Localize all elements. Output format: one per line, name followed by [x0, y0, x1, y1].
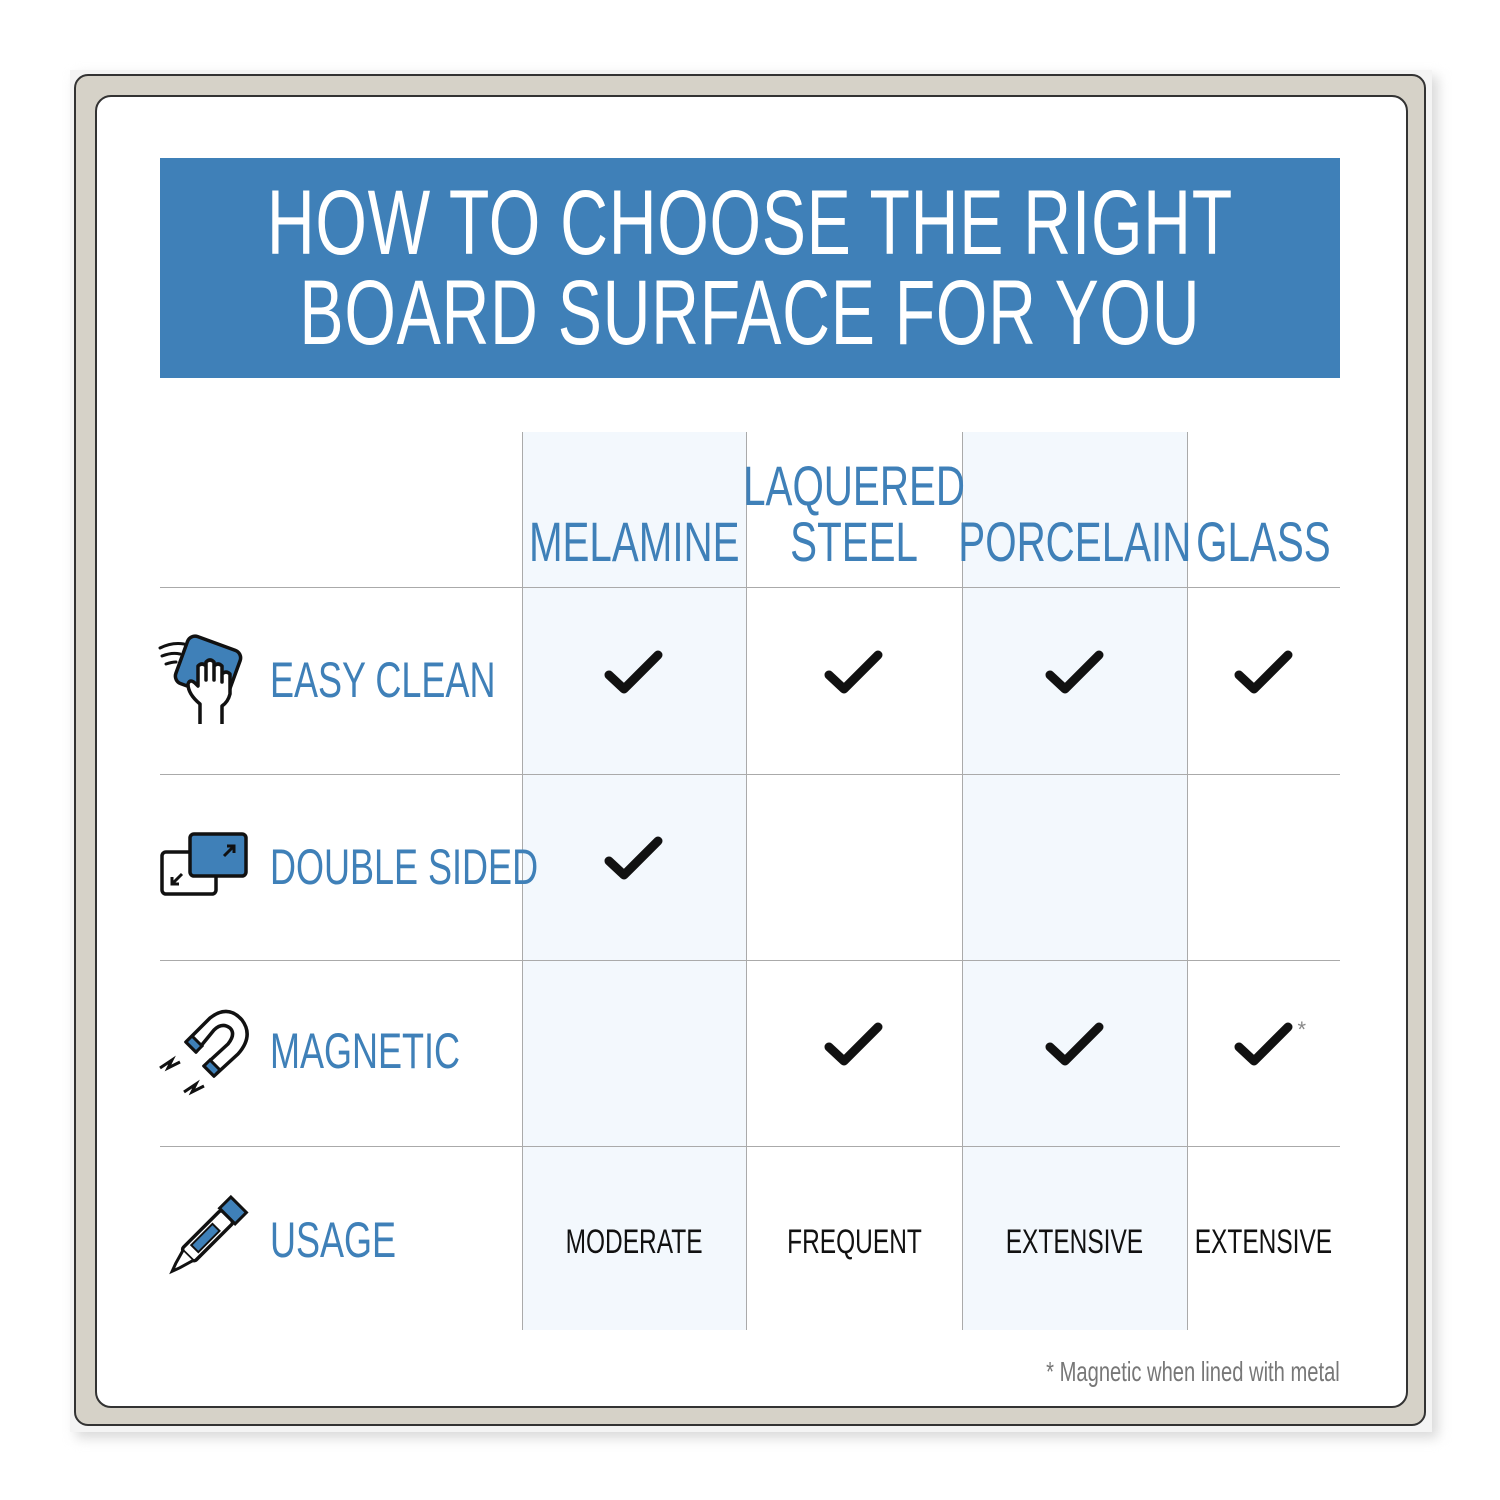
melamine-column-shade: [522, 432, 746, 1330]
row-label-usage: USAGE: [270, 1212, 397, 1268]
table-cell: EXTENSIVE: [1187, 1150, 1340, 1334]
usage-value: FREQUENT: [786, 1222, 922, 1261]
divider: [160, 1146, 1340, 1147]
usage-value: EXTENSIVE: [1194, 1222, 1333, 1261]
row-label-magnetic: MAGNETIC: [270, 1023, 461, 1079]
title-line-2: BOARD SURFACE FOR YOU: [299, 262, 1201, 364]
check-icon: [604, 836, 663, 880]
divider: [160, 587, 1340, 588]
footnote: * Magnetic when lined with metal: [1046, 1356, 1340, 1387]
row-label-easy-clean: EASY CLEAN: [270, 652, 496, 708]
check-icon: [824, 650, 883, 693]
table-cell: FREQUENT: [746, 1150, 962, 1334]
table-cell: [746, 952, 962, 1138]
magnet-icon: [159, 1009, 249, 1096]
table-cell: [746, 579, 962, 766]
table-cell: [962, 766, 1187, 952]
usage-value: MODERATE: [565, 1222, 703, 1261]
table-cell: [962, 952, 1187, 1138]
table-cell: [746, 766, 962, 952]
title-line-1: HOW TO CHOOSE THE RIGHT: [266, 172, 1234, 274]
marker-icon: [169, 1194, 249, 1275]
check-icon: [1234, 650, 1292, 693]
column-header-glass: GLASS: [1196, 510, 1331, 573]
divider: [746, 432, 747, 1330]
column-header-laquered-steel: LAQUERED STEEL: [743, 454, 965, 573]
divider: [522, 432, 523, 1330]
table-cell: [522, 579, 746, 766]
table-cell: MODERATE: [522, 1150, 746, 1334]
check-icon: [604, 650, 663, 693]
table-cell: [522, 766, 746, 952]
table-cell: [962, 579, 1187, 766]
table-cell: [522, 952, 746, 1138]
porcelain-column-shade: [962, 432, 1187, 1330]
double-sided-icon: [160, 832, 248, 896]
usage-value: EXTENSIVE: [1005, 1222, 1144, 1261]
asterisk: *: [1297, 1017, 1307, 1042]
table-cell: *: [1187, 952, 1340, 1138]
column-header-melamine: MELAMINE: [528, 510, 740, 573]
table-cell: EXTENSIVE: [962, 1150, 1187, 1334]
check-icon: [1234, 1022, 1292, 1066]
row-label-double-sided: DOUBLE SIDED: [270, 839, 539, 895]
column-header-porcelain: PORCELAIN: [957, 510, 1192, 573]
divider: [160, 774, 1340, 775]
divider: [1187, 432, 1188, 1330]
divider: [962, 432, 963, 1330]
title-banner: HOW TO CHOOSE THE RIGHT BOARD SURFACE FO…: [160, 158, 1340, 378]
check-icon: [1045, 650, 1103, 693]
page-title: HOW TO CHOOSE THE RIGHT BOARD SURFACE FO…: [266, 172, 1234, 364]
table-cell: [1187, 579, 1340, 766]
check-icon: [1045, 1022, 1103, 1066]
check-icon: [824, 1022, 883, 1066]
divider: [160, 960, 1340, 961]
hand-wipe-icon: [158, 634, 243, 724]
table-cell: [1187, 766, 1340, 952]
